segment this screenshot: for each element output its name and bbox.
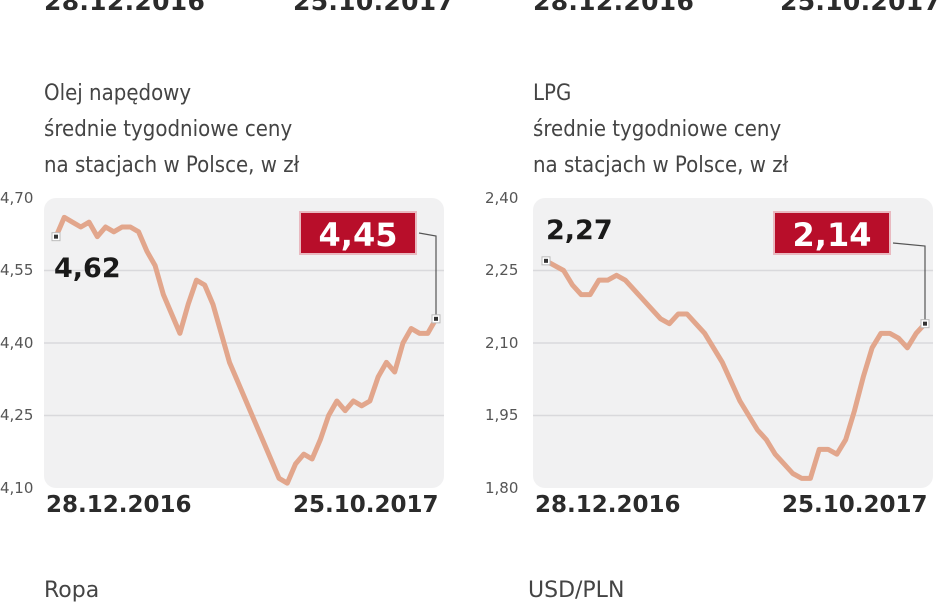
ytick: 1,95 (485, 406, 519, 424)
chart-subtitle-unit: na stacjach w Polsce, w zł (44, 153, 300, 178)
chart-title: LPG (533, 81, 572, 106)
ytick: 1,80 (485, 479, 519, 497)
x-end-date: 25.10.2017 (782, 492, 928, 518)
chart-subtitle: średnie tygodniowe ceny (533, 117, 782, 142)
x-start-date: 28.12.2016 (46, 492, 192, 518)
next-chart-title-oil: Ropa (44, 578, 100, 603)
end-value-badge: 2,14 (773, 211, 891, 255)
ytick: 2,10 (485, 334, 519, 352)
chart-subtitle-unit: na stacjach w Polsce, w zł (533, 153, 789, 178)
ytick: 4,55 (0, 261, 34, 279)
start-value-label: 2,27 (546, 215, 613, 246)
ytick: 4,10 (0, 479, 34, 497)
line-plot (44, 214, 444, 486)
next-chart-title-usdpln: USD/PLN (528, 578, 625, 603)
chart-subtitle: średnie tygodniowe ceny (44, 117, 293, 142)
chart-title: Olej napędowy (44, 81, 192, 106)
prev-right-end-date: 25.10.2017 (780, 0, 942, 16)
ytick: 4,40 (0, 334, 34, 352)
ytick: 2,40 (485, 189, 519, 207)
ytick: 4,70 (0, 189, 34, 207)
prev-left-end-date: 25.10.2017 (293, 0, 455, 16)
end-value-badge: 4,45 (299, 211, 417, 255)
x-end-date: 25.10.2017 (293, 492, 439, 518)
ytick: 4,25 (0, 406, 34, 424)
prev-left-start-date: 28.12.2016 (44, 0, 206, 16)
prev-right-start-date: 28.12.2016 (533, 0, 695, 16)
start-value-label: 4,62 (54, 253, 121, 284)
ytick: 2,25 (485, 261, 519, 279)
x-start-date: 28.12.2016 (535, 492, 681, 518)
